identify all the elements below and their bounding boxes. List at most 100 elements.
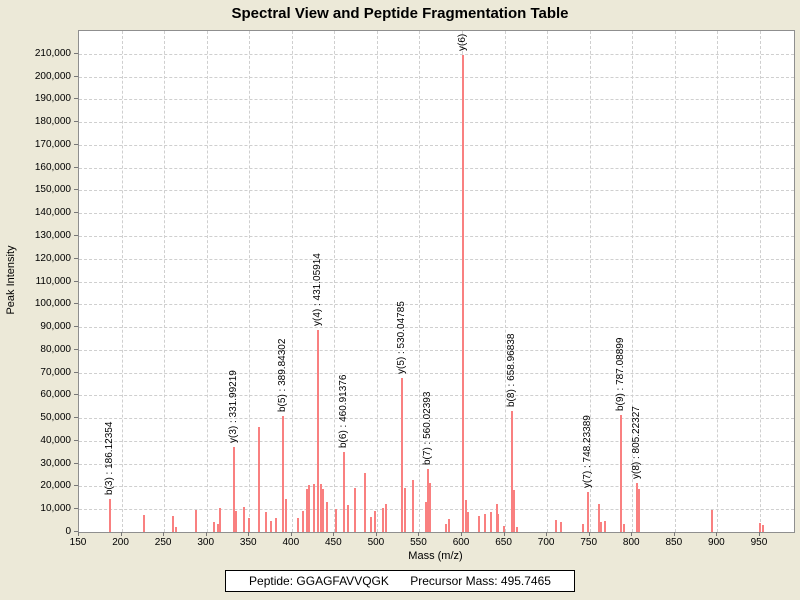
y-tick-mark (74, 371, 78, 373)
peak-bar (478, 515, 481, 532)
peak-bar (381, 508, 384, 532)
y-tick-label: 210,000 (34, 47, 71, 59)
gridline-horizontal (79, 395, 794, 397)
x-tick-mark (120, 532, 122, 536)
x-tick-label: 850 (665, 537, 683, 548)
y-tick-mark (74, 508, 78, 510)
gridline-vertical (759, 31, 761, 532)
y-tick-label: 60,000 (40, 389, 71, 401)
gridline-horizontal (79, 99, 794, 101)
y-tick-label: 90,000 (40, 321, 71, 333)
peak-bar (484, 513, 487, 532)
peak-annotation: b(6) : 460.91376 (337, 374, 349, 449)
gridline-horizontal (79, 486, 794, 488)
x-tick-mark (588, 532, 590, 536)
peak-bar (325, 502, 328, 532)
y-tick-mark (74, 485, 78, 487)
peak-annotation: b(9) : 787.08899 (615, 337, 627, 411)
peak-bar (516, 526, 519, 532)
y-tick-mark (74, 189, 78, 191)
precursor-mass-label: Precursor Mass: 495.7465 (410, 574, 551, 588)
gridline-vertical (376, 31, 378, 532)
y-tick-label: 110,000 (35, 275, 71, 287)
y-tick-label: 100,000 (34, 298, 71, 310)
peak-bar (353, 487, 356, 532)
peak-bar (559, 521, 562, 532)
peak-bar (761, 524, 764, 532)
peak-bar (587, 492, 590, 532)
peak-bar (296, 518, 299, 532)
x-tick-label: 450 (325, 537, 342, 548)
x-tick-mark (205, 532, 207, 536)
peak-bar (467, 511, 470, 532)
gridline-horizontal (79, 418, 794, 420)
gridline-horizontal (79, 76, 794, 78)
x-tick-label: 350 (239, 537, 257, 548)
y-tick-label: 160,000 (34, 161, 71, 173)
peptide-info-box: Peptide: GGAGFAVVQGK Precursor Mass: 495… (225, 570, 575, 592)
peak-bar (301, 511, 304, 532)
y-tick-label: 120,000 (34, 252, 71, 264)
x-tick-label: 600 (452, 537, 470, 548)
y-tick-mark (74, 326, 78, 328)
x-tick-mark (78, 532, 79, 536)
x-axis-title: Mass (m/z) (408, 550, 463, 562)
gridline-vertical (164, 31, 166, 532)
peak-bar (489, 511, 492, 532)
y-tick-label: 0 (65, 526, 71, 537)
y-tick-label: 80,000 (40, 343, 71, 355)
y-tick-mark (74, 52, 78, 54)
gridline-horizontal (79, 53, 794, 55)
x-tick-mark (758, 532, 760, 536)
y-tick-mark (74, 143, 78, 145)
peak-bar (374, 511, 377, 532)
y-tick-label: 190,000 (34, 93, 71, 105)
x-tick-label: 400 (282, 537, 300, 548)
peak-annotation: y(8) : 805.22327 (630, 406, 642, 480)
y-tick-mark (74, 280, 78, 282)
x-tick-mark (503, 532, 505, 536)
peak-bar (265, 511, 268, 532)
gridline-horizontal (79, 190, 794, 192)
peak-bar (172, 516, 175, 532)
peak-bar (312, 484, 315, 532)
gridline-horizontal (79, 258, 794, 260)
peak-bar (195, 510, 198, 532)
gridline-horizontal (79, 327, 794, 329)
peak-annotation: y(5) : 530.04785 (396, 301, 408, 375)
peak-bar (401, 378, 404, 532)
gridline-horizontal (79, 235, 794, 237)
y-tick-mark (74, 531, 78, 532)
x-tick-mark (631, 532, 633, 536)
peak-bar (598, 504, 601, 532)
gridline-vertical (419, 31, 421, 532)
peak-bar (243, 506, 246, 532)
peak-bar (711, 510, 714, 532)
x-tick-label: 150 (69, 537, 87, 548)
peptide-label: Peptide: GGAGFAVVQGK (249, 574, 389, 588)
y-tick-label: 30,000 (40, 457, 71, 469)
peak-bar (429, 483, 432, 532)
peak-bar (412, 479, 415, 532)
x-tick-mark (333, 532, 335, 536)
peak-annotation: b(7) : 560.02393 (422, 391, 433, 466)
gridline-horizontal (79, 281, 794, 283)
peak-bar (342, 452, 345, 532)
plot-area[interactable]: b(3) : 186.12354 y(3) : 331.99219 b(5) : 3… (78, 30, 795, 533)
y-tick-mark (74, 303, 78, 305)
y-tick-mark (74, 212, 78, 214)
peak-bar (248, 518, 251, 532)
peak-bar (513, 489, 516, 532)
x-tick-mark (418, 532, 420, 536)
gridline-vertical (291, 31, 293, 532)
x-tick-label: 750 (580, 537, 598, 548)
gridline-vertical (504, 31, 506, 532)
x-tick-mark (290, 532, 292, 536)
peak-bar (511, 411, 514, 532)
peak-bar (219, 508, 222, 532)
x-tick-mark (716, 532, 718, 536)
peak-bar (604, 520, 607, 532)
peak-bar (175, 527, 178, 532)
y-tick-mark (74, 121, 78, 123)
